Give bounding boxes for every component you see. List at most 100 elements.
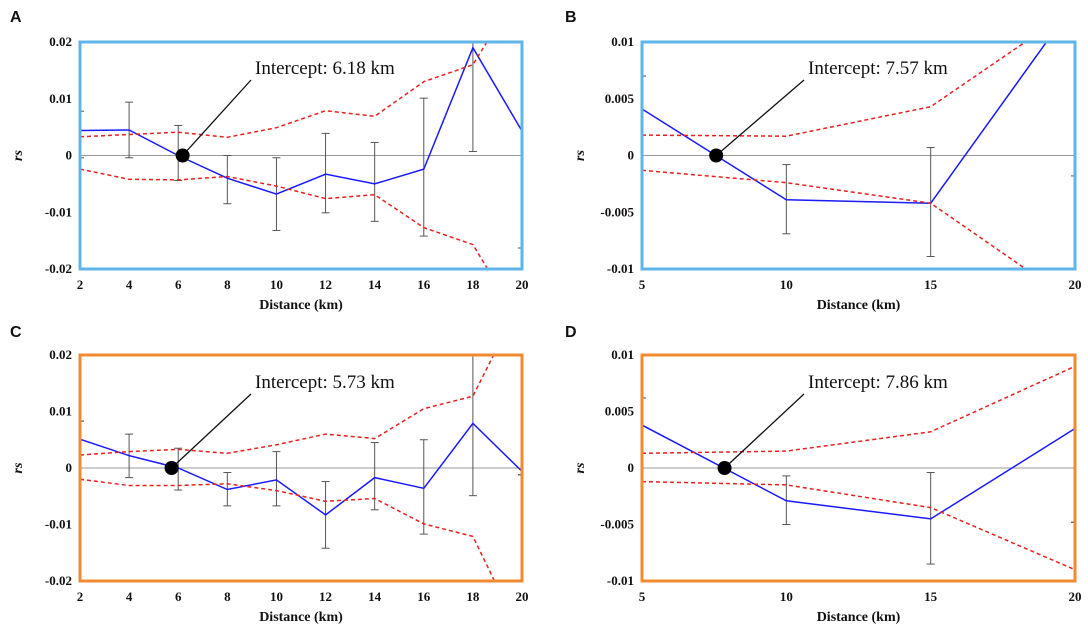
panel-frame (640, 40, 1077, 271)
error-bar (1071, 42, 1075, 177)
y-tick-label: 0 (66, 148, 73, 163)
error-bar (370, 442, 379, 511)
x-tick-label: 14 (368, 277, 382, 292)
intercept-leader-line (715, 79, 805, 156)
y-tick-label: 0.01 (49, 404, 72, 419)
y-tick-label: -0.005 (600, 517, 634, 532)
x-axis-label: Distance (km) (817, 298, 901, 313)
error-bar (419, 97, 428, 237)
plot-area (642, 365, 1075, 571)
intercept-annotation: Intercept: 6.18 km (175, 58, 395, 163)
x-tick-label: 4 (126, 589, 133, 604)
panel-frame (78, 40, 524, 271)
x-tick-label: 20 (516, 589, 529, 604)
x-tick-label: 2 (77, 589, 84, 604)
intercept-label: Intercept: 6.18 km (255, 58, 395, 79)
error-bar (419, 439, 428, 535)
intercept-leader-line (182, 79, 252, 156)
panel-letter: A (10, 9, 22, 26)
x-tick-label: 15 (924, 277, 938, 292)
y-tick-label: -0.01 (607, 573, 634, 588)
x-tick-label: 8 (224, 589, 231, 604)
x-tick-label: 18 (466, 589, 480, 604)
series-line-rs (642, 42, 1048, 204)
y-tick-label: -0.01 (45, 517, 72, 532)
error-bar (468, 42, 477, 153)
intercept-label: Intercept: 5.73 km (255, 372, 395, 393)
x-tick-label: 16 (417, 589, 431, 604)
error-bar (272, 451, 281, 507)
intercept-point (175, 148, 190, 163)
y-axis-label: rs (573, 462, 588, 473)
x-tick-label: 6 (175, 277, 182, 292)
intercept-annotation: Intercept: 7.86 km (717, 372, 948, 475)
error-bar (321, 132, 330, 214)
panel-b: B -0.01 -0.005 0 0.005 0.01 5 10 15 20 Distance (k… (565, 9, 1082, 313)
panel-c: C -0.02 -0.01 0 0.01 0.02 2 4 6 8 10 12 14 16 18 20 Dist… (10, 324, 529, 625)
intercept-annotation: Intercept: 5.73 km (164, 372, 395, 475)
x-tick-label: 5 (639, 589, 646, 604)
y-tick-label: 0.005 (605, 404, 635, 419)
y-axis-label: rs (11, 150, 26, 161)
x-tick-label: 5 (639, 277, 646, 292)
y-tick-label: 0 (628, 148, 635, 163)
plot-area (642, 42, 1075, 269)
y-tick-label: 0.02 (49, 347, 72, 362)
x-tick-label: 10 (780, 277, 793, 292)
error-bar (468, 355, 477, 497)
intercept-label: Intercept: 7.57 km (808, 58, 948, 79)
y-tick-label: 0.01 (611, 34, 634, 49)
series-line-upper (642, 365, 1075, 455)
y-tick-label: -0.01 (45, 204, 72, 219)
panel-a: A -0.02 -0.01 0 0.01 0.02 2 4 6 8 10 12 14 16 18 20 Dist… (10, 9, 529, 313)
intercept-point (717, 461, 732, 475)
panel-letter: B (565, 9, 577, 26)
x-tick-label: 14 (368, 589, 382, 604)
y-tick-label: 0.005 (605, 91, 635, 106)
y-tick-label: -0.01 (607, 261, 634, 276)
x-axis-label: Distance (km) (817, 610, 901, 625)
series-line-upper (642, 42, 1027, 137)
series-line-rs (80, 422, 522, 516)
series-line-lower (642, 169, 1028, 269)
panel-frame (78, 353, 524, 583)
error-bar (370, 141, 379, 222)
y-axis-label: rs (573, 150, 588, 161)
x-tick-label: 20 (516, 277, 529, 292)
y-tick-label: -0.02 (45, 573, 72, 588)
intercept-label: Intercept: 7.86 km (808, 372, 948, 393)
series-line-upper (80, 355, 495, 456)
intercept-leader-line (724, 393, 805, 469)
x-tick-label: 18 (466, 277, 480, 292)
intercept-point (709, 148, 724, 163)
panel-letter: C (10, 324, 22, 341)
x-tick-label: 2 (77, 277, 84, 292)
plot-area (80, 355, 522, 581)
x-tick-label: 15 (924, 589, 938, 604)
x-tick-label: 4 (126, 277, 133, 292)
x-axis-label: Distance (km) (259, 610, 343, 625)
x-tick-label: 12 (319, 589, 332, 604)
series-line-lower (642, 480, 1075, 571)
series-line-rs (80, 46, 522, 195)
intercept-point (164, 461, 179, 475)
plot-area (80, 42, 522, 269)
panel-d: D -0.01 -0.005 0 0.005 0.01 5 10 15 20 Distance (k… (565, 324, 1082, 625)
x-tick-label: 8 (224, 277, 231, 292)
y-tick-label: 0 (66, 460, 73, 475)
panel-letter: D (565, 324, 577, 341)
y-tick-label: -0.02 (45, 261, 72, 276)
y-tick-label: 0 (628, 460, 635, 475)
intercept-annotation: Intercept: 7.57 km (709, 58, 948, 163)
series-line-upper (80, 42, 488, 139)
error-bar (80, 110, 84, 159)
x-axis-label: Distance (km) (259, 298, 343, 313)
x-tick-label: 10 (270, 277, 283, 292)
error-bar (223, 155, 232, 205)
x-tick-label: 20 (1069, 589, 1082, 604)
y-axis-label: rs (11, 462, 26, 473)
x-tick-label: 6 (175, 589, 182, 604)
y-tick-label: 0.01 (611, 347, 634, 362)
x-tick-label: 10 (780, 589, 793, 604)
